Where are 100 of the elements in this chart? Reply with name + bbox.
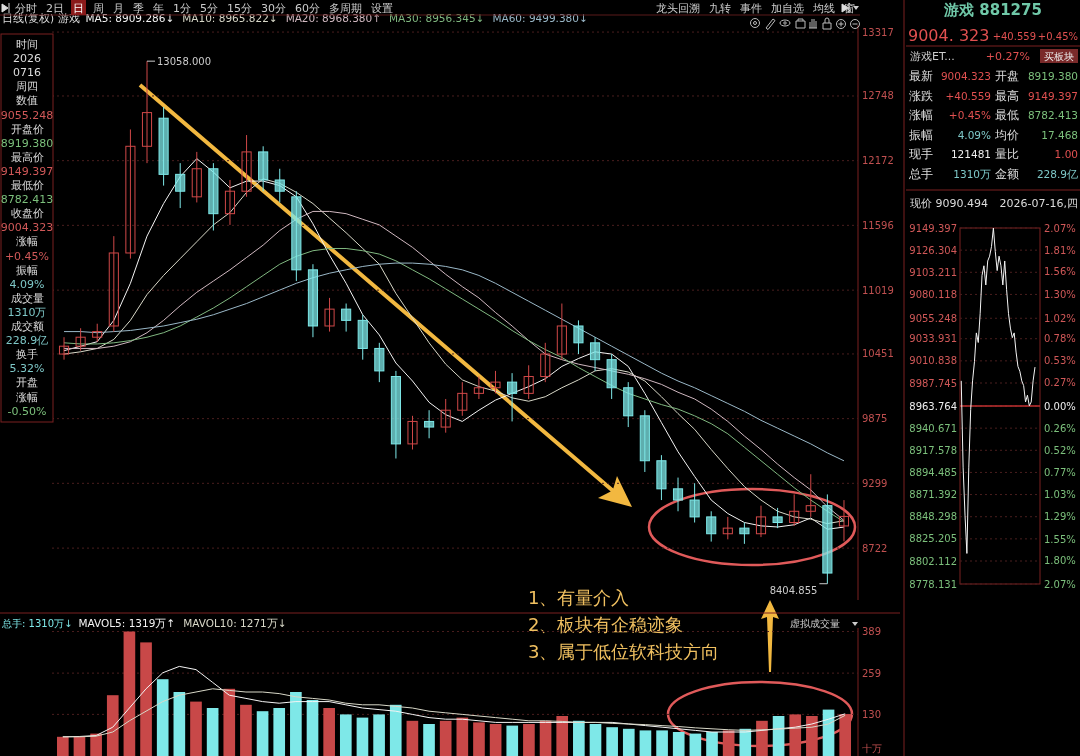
y-axis-title: 十万 [862,743,882,754]
y-tick-label: 8871.392 [909,489,957,501]
annotation: 8919.380 [0,136,54,150]
y-tick-label: 8917.578 [909,444,957,456]
y2-tick-label: 0.00% [1044,400,1076,412]
y-tick-label: 9299 [862,477,888,489]
candlestick [125,128,136,260]
text: 开盘价 [10,122,44,136]
annotation: 3、属于低位软科技方向 [528,641,720,662]
y2-tick-label: 0.53% [1044,354,1076,366]
y-tick-label: 8940.671 [909,422,957,434]
text: 量比 [995,147,1019,161]
text: 成交额 [10,320,44,333]
text: 2026 [13,52,41,66]
text: 年 [153,2,164,15]
bar [106,695,119,756]
text: +40.559 [992,31,1036,42]
candlestick [424,409,435,439]
text: 日 [73,2,84,15]
y2-tick-label: 1.29% [1044,511,1076,523]
text: 最高 [995,88,1019,103]
text: 金额 [995,166,1019,181]
text: 收盘价 [10,207,44,221]
bar [206,708,219,756]
y-tick-label: 12748 [862,90,894,102]
text: 时间 [16,38,38,51]
bar [473,722,485,756]
text: 9004. 323 [908,26,990,45]
bar [606,727,618,756]
y2-tick-label: 1.02% [1044,312,1076,324]
y-tick-label: 259 [862,667,882,679]
bar [556,716,569,756]
y2-tick-label: 1.81% [1044,244,1076,256]
text: +0.45% [1037,31,1078,42]
bar [290,692,302,756]
y-tick-label: 9010.838 [909,355,957,367]
candlestick [672,477,684,512]
bar [439,720,452,756]
text: 最低价 [10,179,44,192]
text: 228.9亿 [5,334,49,348]
bar [190,701,202,756]
bar [356,717,369,756]
candlestick [175,162,186,209]
y-tick-label: 8894.485 [909,466,957,478]
annotation: 9055.248 [0,108,54,122]
text: 最低 [995,108,1019,122]
candlestick [108,235,119,333]
y-tick-label: 10451 [862,348,894,360]
text: 涨幅 [16,235,38,249]
text: 周四 [16,80,38,94]
bar [706,732,718,756]
y-tick-label: 11019 [862,284,894,296]
y-tick-label: 9126.304 [909,244,957,256]
text: 季 [133,2,144,15]
candlestick [490,370,501,394]
y2-tick-label: 0.52% [1044,445,1076,457]
text: 游戏 881275 [943,1,1042,19]
annotation: 8404.855 [769,584,818,596]
y2-tick-label: 2.07% [1044,222,1076,234]
text: 加自选 [771,2,804,15]
candlestick [755,505,767,538]
bar [656,730,668,756]
text: 8919.380 [1027,70,1078,82]
annotation: 1、有量介入 [528,587,630,608]
text: MA60: 9499.380↓ [492,12,588,24]
text: 0716 [13,66,41,80]
text: 228.9亿 [1036,167,1078,180]
bar [389,704,402,756]
y-tick-label: 8778.131 [909,578,957,590]
y-tick-label: 9875 [862,413,888,425]
text: +0.45% [4,249,50,263]
y-tick-label: 9033.931 [909,333,957,345]
y-tick-label: 8802.112 [909,555,957,567]
annotation: 13058.000 [157,55,212,67]
text: MA5: 8909.286↓ [85,12,175,24]
text: MA10: 8965.822↓ [182,12,278,24]
y-tick-label: 9055.248 [909,312,957,324]
text: 9004.323 [940,70,991,82]
y2-tick-label: 0.77% [1044,466,1076,478]
text: 均价 [994,127,1019,142]
text: 9149.397 [1027,89,1078,102]
annotation: 9149.397 [0,164,54,178]
y2-tick-label: 1.56% [1044,266,1076,278]
text: 龙头回溯 [656,2,700,15]
text: 周 [93,2,104,15]
candlestick [341,303,352,333]
bar [772,716,785,756]
candlestick [540,342,551,383]
text: 振幅 [909,127,933,142]
text: MAVOL10: 1271万↓ [183,617,287,629]
bar [573,720,585,756]
y-tick-label: 8963.764 [909,400,957,412]
text: 设置 [371,2,393,15]
text: 开盘 [995,69,1019,83]
text: 分时 [15,2,37,15]
candlestick [274,168,285,203]
text: 涨幅 [909,108,933,122]
text: 4.09% [957,128,992,141]
bar [689,733,702,756]
y-tick-label: 9080.118 [909,288,957,300]
